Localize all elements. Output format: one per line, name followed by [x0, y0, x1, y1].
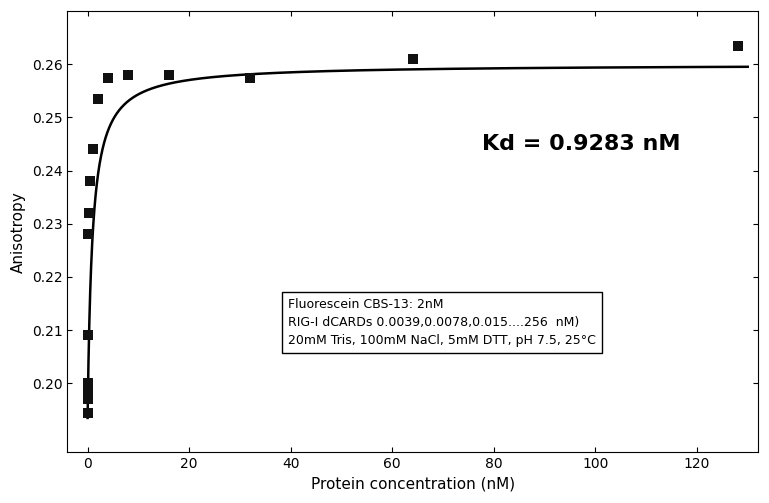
Text: Fluorescein CBS-13: 2nM
RIG-I dCARDs 0.0039,0.0078,0.015....256  nM)
20mM Tris, : Fluorescein CBS-13: 2nM RIG-I dCARDs 0.0…: [288, 298, 596, 347]
Point: [102, 73, 114, 81]
Point: [83, 209, 95, 217]
Point: [87, 145, 99, 153]
Point: [407, 55, 419, 63]
Point: [244, 73, 256, 81]
Point: [122, 71, 135, 79]
Text: Kd = 0.9283 nM: Kd = 0.9283 nM: [481, 133, 680, 153]
Point: [163, 71, 175, 79]
Y-axis label: Anisotropy: Anisotropy: [11, 191, 26, 273]
Point: [82, 230, 95, 238]
Point: [82, 379, 94, 387]
Point: [731, 42, 744, 50]
X-axis label: Protein concentration (nM): Protein concentration (nM): [311, 477, 514, 492]
Point: [92, 95, 104, 103]
Point: [82, 395, 94, 403]
Point: [82, 385, 94, 393]
Point: [84, 177, 96, 185]
Point: [82, 331, 94, 340]
Point: [82, 408, 94, 416]
